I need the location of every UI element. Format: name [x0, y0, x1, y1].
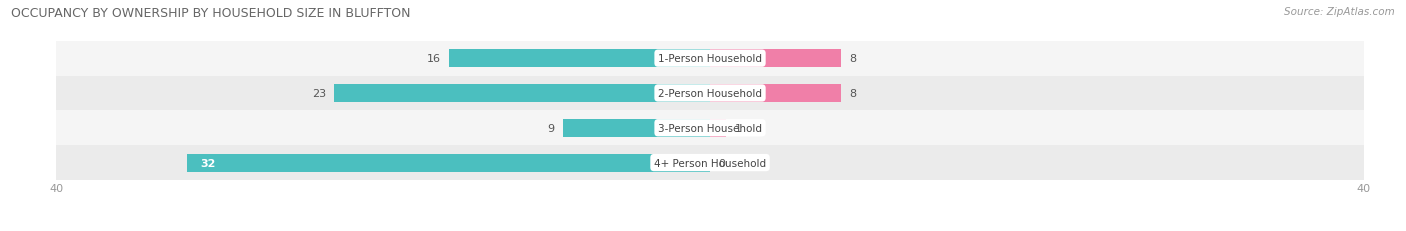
Text: 4+ Person Household: 4+ Person Household	[654, 158, 766, 168]
Text: Source: ZipAtlas.com: Source: ZipAtlas.com	[1284, 7, 1395, 17]
Bar	[710, 119, 727, 137]
Bar	[449, 50, 710, 68]
Bar	[335, 85, 710, 103]
Bar	[710, 85, 841, 103]
Bar	[56, 76, 1364, 111]
Text: 16: 16	[426, 54, 440, 64]
Bar	[56, 42, 1364, 76]
Text: OCCUPANCY BY OWNERSHIP BY HOUSEHOLD SIZE IN BLUFFTON: OCCUPANCY BY OWNERSHIP BY HOUSEHOLD SIZE…	[11, 7, 411, 20]
Bar	[710, 50, 841, 68]
Text: 2-Person Household: 2-Person Household	[658, 88, 762, 99]
Bar	[56, 111, 1364, 146]
Text: 9: 9	[547, 123, 555, 133]
Text: 1: 1	[734, 123, 741, 133]
Text: 0: 0	[718, 158, 725, 168]
Text: 8: 8	[849, 88, 856, 99]
Bar	[56, 146, 1364, 180]
Text: 1-Person Household: 1-Person Household	[658, 54, 762, 64]
Bar	[187, 154, 710, 172]
Text: 23: 23	[312, 88, 326, 99]
Text: 3-Person Household: 3-Person Household	[658, 123, 762, 133]
Bar	[562, 119, 710, 137]
Text: 8: 8	[849, 54, 856, 64]
Text: 32: 32	[200, 158, 215, 168]
